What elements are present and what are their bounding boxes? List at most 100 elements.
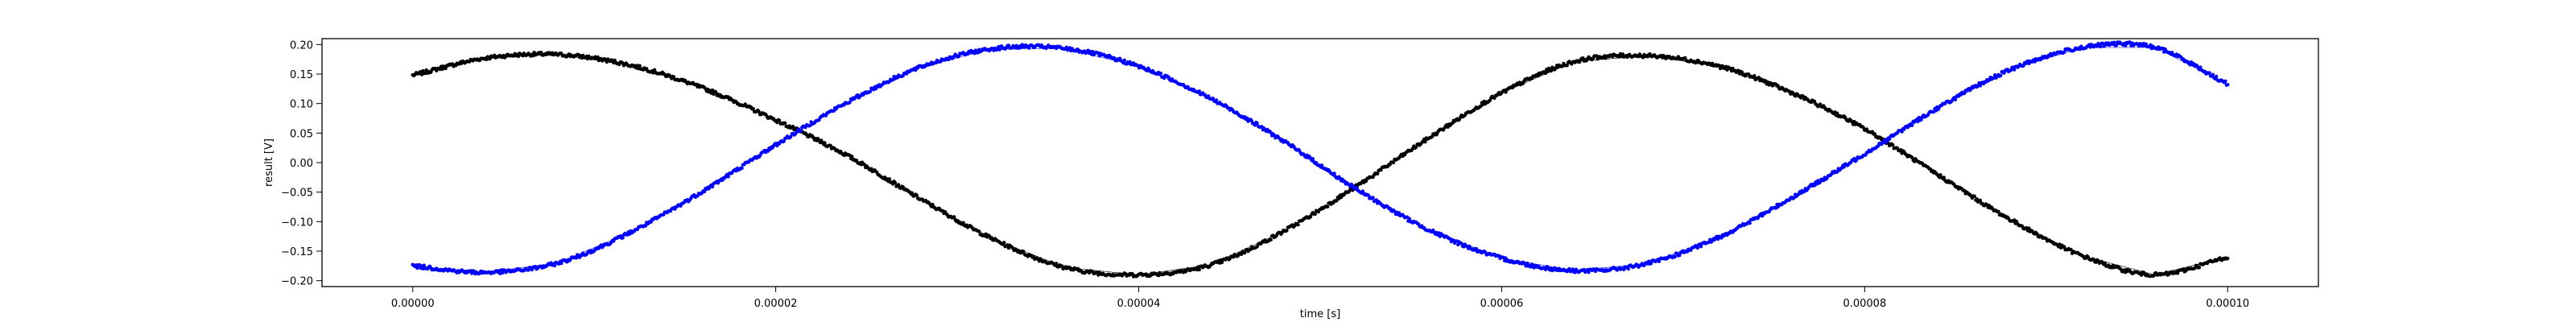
data-point — [2197, 266, 2202, 270]
data-point — [1197, 267, 1202, 272]
data-point — [1885, 139, 1889, 143]
data-point — [1364, 179, 1368, 184]
data-point — [2021, 64, 2025, 68]
data-point — [1842, 165, 1846, 169]
y-tick-label: 0.15 — [290, 69, 313, 81]
data-point — [1748, 221, 1752, 225]
data-point — [1269, 237, 1273, 242]
data-point — [997, 47, 1001, 52]
data-point — [1996, 209, 2000, 214]
data-point — [702, 189, 707, 194]
data-point — [1626, 266, 1631, 271]
x-tick-label: 0.00004 — [1117, 298, 1161, 310]
data-point — [1740, 70, 1744, 74]
data-point — [1953, 97, 1958, 102]
data-point — [1587, 270, 1591, 275]
data-point — [1910, 155, 1914, 159]
data-point — [714, 90, 718, 94]
data-point — [671, 75, 676, 79]
data-point — [1942, 175, 1946, 180]
data-point — [2176, 271, 2180, 275]
data-point — [444, 66, 448, 71]
data-point — [1649, 262, 1653, 266]
data-point — [914, 68, 918, 72]
data-point — [1243, 250, 1247, 255]
data-point — [910, 191, 914, 195]
data-point — [1919, 118, 1923, 122]
data-point — [1900, 130, 1904, 134]
data-point — [2062, 245, 2066, 249]
data-point — [782, 139, 786, 143]
y-tick-label: 0.10 — [290, 99, 313, 111]
data-point — [652, 68, 657, 72]
data-point — [2223, 79, 2227, 84]
data-point — [868, 89, 873, 93]
data-point — [2139, 273, 2144, 277]
data-point — [1565, 64, 1569, 68]
data-point — [2198, 65, 2202, 69]
data-point — [1060, 264, 1064, 268]
data-point — [516, 54, 521, 59]
data-point — [2211, 72, 2215, 76]
data-point — [415, 266, 419, 270]
data-point — [1999, 73, 2003, 78]
data-point — [1910, 123, 1914, 127]
data-point — [1391, 160, 1396, 165]
data-point — [1776, 84, 1781, 89]
data-point — [1371, 196, 1375, 200]
data-point — [873, 87, 878, 91]
data-point — [757, 109, 761, 114]
data-point — [1313, 212, 1317, 217]
data-point — [1414, 145, 1418, 149]
data-point — [1835, 111, 1839, 115]
y-tick-label: −0.15 — [281, 246, 313, 258]
data-point — [2207, 71, 2211, 75]
data-point — [1407, 217, 1411, 221]
data-point — [1695, 246, 1699, 250]
data-point — [2164, 270, 2169, 275]
data-point — [1122, 58, 1127, 63]
data-point — [850, 155, 854, 159]
data-point — [1339, 195, 1344, 200]
y-tick-label: −0.20 — [281, 276, 313, 288]
data-point — [500, 270, 505, 275]
data-point — [1872, 132, 1876, 136]
data-point — [914, 193, 919, 197]
data-point — [952, 215, 956, 219]
data-point — [783, 121, 787, 126]
data-point — [2114, 43, 2119, 47]
data-point — [956, 54, 961, 59]
data-point — [1296, 223, 1300, 227]
x-axis: 0.00000 0.00002 0.00004 0.00006 0.00008 0.000… — [391, 287, 2249, 310]
data-point — [1543, 267, 1548, 271]
data-point — [740, 166, 744, 171]
data-point — [1459, 242, 1463, 246]
data-point — [2013, 68, 2017, 72]
data-point — [751, 106, 755, 111]
data-point — [2112, 40, 2116, 44]
data-point — [977, 229, 981, 233]
data-point — [2226, 256, 2230, 261]
data-point — [1761, 214, 1765, 218]
data-point — [649, 220, 653, 224]
data-point — [799, 129, 803, 133]
series-1 — [411, 50, 2230, 279]
data-point — [887, 177, 892, 181]
x-tick-label: 0.00002 — [754, 298, 798, 310]
data-point — [2027, 226, 2031, 230]
data-point — [897, 183, 901, 187]
data-point — [1214, 98, 1219, 102]
data-point — [726, 175, 730, 179]
x-tick-label: 0.00010 — [2206, 298, 2249, 310]
data-point — [893, 181, 898, 185]
data-point — [1620, 52, 1625, 56]
data-point — [823, 141, 827, 145]
y-tick-label: −0.05 — [281, 188, 313, 200]
data-point — [1752, 74, 1757, 78]
data-point — [643, 224, 647, 228]
y-tick-label: 0.20 — [290, 39, 313, 52]
data-point — [1376, 171, 1380, 175]
data-point — [1891, 143, 1895, 147]
series-2 — [411, 40, 2230, 276]
